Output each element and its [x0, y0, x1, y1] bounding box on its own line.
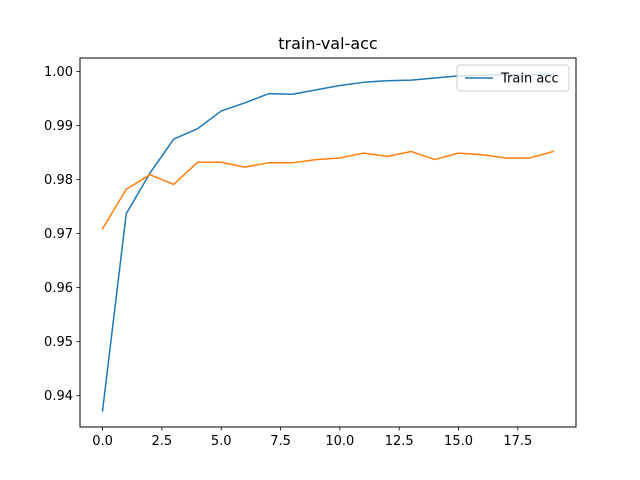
legend-box: [456, 64, 570, 92]
legend-label: Train acc: [500, 72, 559, 87]
series-line-1: [101, 73, 555, 412]
y-tick-label: 0.96: [44, 281, 73, 296]
x-tick-label: 5.0: [211, 434, 232, 449]
x-tick-label: 2.5: [152, 434, 173, 449]
chart-title: train-val-acc: [278, 34, 377, 53]
x-tick-label: 17.5: [503, 434, 532, 449]
plot-marks: [101, 73, 555, 412]
plot-area-frame: [79, 57, 577, 428]
x-tick-label: 0.0: [92, 434, 113, 449]
y-tick-label: 0.95: [44, 335, 73, 350]
y-tick-label: 0.97: [44, 227, 73, 242]
y-tick-label: 0.94: [44, 389, 73, 404]
legend: Train acc: [456, 64, 570, 92]
x-axis: 0.0 2.5 5.0 7.5 10.0 12.5 15.0 17.5: [92, 427, 532, 449]
y-tick-label: 0.99: [44, 119, 73, 134]
x-tick-label: 10.0: [325, 434, 354, 449]
y-axis: 0.94 0.95 0.96 0.97 0.98 0.99 1.00: [44, 65, 80, 404]
x-tick-label: 7.5: [270, 434, 291, 449]
y-tick-label: 1.00: [44, 65, 73, 80]
y-tick-label: 0.98: [44, 173, 73, 188]
x-tick-label: 12.5: [385, 434, 414, 449]
series-line-2: [101, 150, 555, 230]
x-tick-label: 15.0: [444, 434, 473, 449]
